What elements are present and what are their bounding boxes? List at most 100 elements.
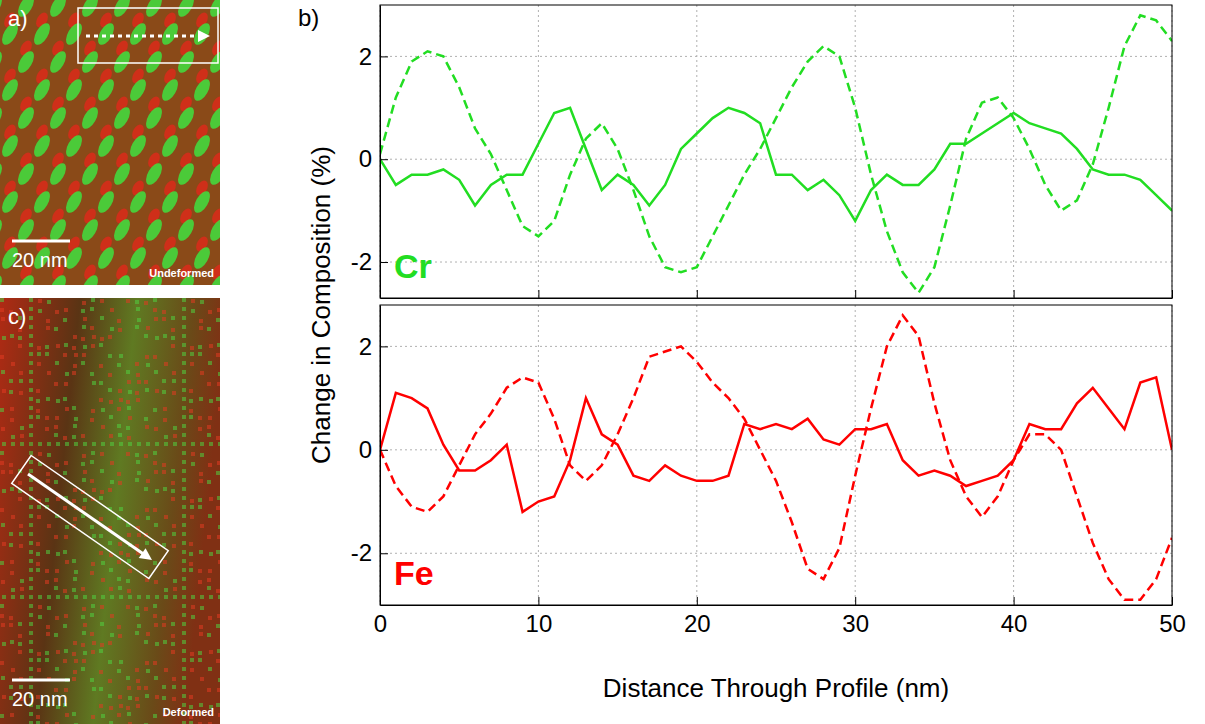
image-texture (54, 327, 58, 331)
image-texture (10, 418, 14, 422)
x-axis (381, 290, 1173, 299)
image-texture (173, 442, 177, 446)
image-texture (82, 607, 86, 611)
image-texture (191, 615, 195, 619)
tick-mark (855, 290, 856, 298)
image-texture (37, 362, 41, 366)
image-texture (79, 105, 101, 132)
image-texture (200, 453, 204, 457)
image-texture (217, 461, 220, 465)
image-texture (171, 634, 175, 638)
image-texture (216, 659, 220, 663)
image-texture (126, 553, 130, 557)
tick-mark (380, 553, 388, 554)
image-texture (209, 595, 213, 599)
image-texture (109, 434, 113, 438)
image-texture (45, 427, 49, 431)
image-texture (159, 189, 181, 216)
image-texture (172, 677, 176, 681)
image-texture (182, 622, 186, 626)
image-texture (118, 542, 122, 546)
image-texture (119, 660, 123, 664)
image-texture (81, 309, 85, 313)
image-texture (47, 606, 51, 610)
image-texture (207, 382, 211, 386)
image-texture (54, 535, 58, 539)
tick-mark (538, 290, 539, 298)
image-texture (189, 721, 193, 724)
tick-label: -2 (351, 248, 372, 275)
image-texture (90, 678, 94, 682)
image-texture (11, 435, 15, 439)
image-texture (18, 336, 22, 340)
image-texture (29, 586, 33, 590)
image-texture (82, 353, 86, 357)
image-texture (64, 535, 68, 539)
image-texture (117, 407, 121, 411)
image-texture (137, 595, 141, 599)
image-texture (190, 515, 194, 519)
image-texture (208, 514, 212, 518)
image-texture (144, 334, 148, 338)
image-texture (36, 415, 40, 419)
image-texture (135, 300, 139, 304)
image-texture (119, 595, 123, 599)
image-texture (163, 334, 167, 338)
image-texture (74, 659, 78, 663)
image-texture (119, 704, 123, 708)
image-texture (29, 595, 33, 599)
image-texture (143, 161, 165, 188)
image-texture (29, 523, 33, 527)
image-texture (128, 569, 132, 573)
image-texture (146, 363, 150, 367)
image-texture (47, 524, 51, 528)
image-texture (144, 686, 148, 690)
image-texture (216, 471, 220, 475)
image-texture (2, 595, 6, 599)
image-texture (191, 77, 213, 104)
image-texture (218, 372, 220, 376)
image-texture (29, 298, 33, 302)
tick: 0 (359, 436, 388, 463)
image-texture (135, 391, 139, 395)
image-texture (143, 105, 165, 132)
image-texture (29, 577, 33, 581)
image-texture (191, 133, 213, 160)
image-texture (81, 615, 85, 619)
image-texture (55, 569, 59, 573)
image-texture (36, 715, 40, 719)
image-texture (15, 273, 37, 285)
image-texture (100, 452, 104, 456)
image-texture (0, 133, 21, 160)
image-texture (99, 704, 103, 708)
image-texture (182, 649, 186, 653)
image-texture (111, 273, 133, 285)
image-texture (182, 415, 186, 419)
image-texture (200, 595, 204, 599)
image-texture (109, 568, 113, 572)
image-texture (90, 307, 94, 311)
image-texture (154, 317, 158, 321)
image-texture (182, 640, 186, 644)
tick-mark (697, 597, 698, 605)
image-texture (55, 416, 59, 420)
image-texture (155, 595, 159, 599)
image-texture (83, 595, 87, 599)
series-annotation: Cr (394, 247, 432, 285)
image-texture (143, 49, 165, 76)
image-texture (182, 658, 186, 662)
tick (1014, 290, 1015, 298)
image-texture (164, 435, 168, 439)
image-texture (191, 189, 213, 216)
image-texture (143, 217, 165, 244)
image-texture (73, 577, 77, 581)
image-texture (208, 569, 212, 573)
scale-bar-label: 20 nm (12, 249, 68, 271)
tick-label: 2 (359, 43, 372, 70)
image-texture (163, 407, 167, 411)
grid-line (380, 449, 1172, 450)
image-texture (218, 442, 220, 446)
image-texture (155, 695, 159, 699)
image-texture (137, 471, 141, 475)
grid (380, 5, 1172, 298)
